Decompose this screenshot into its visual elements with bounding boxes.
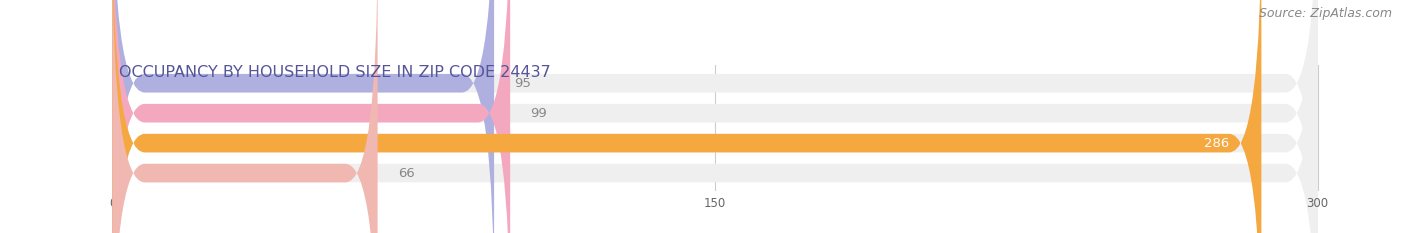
FancyBboxPatch shape xyxy=(112,0,1317,233)
FancyBboxPatch shape xyxy=(0,0,84,233)
Text: 66: 66 xyxy=(398,167,415,180)
Text: Source: ZipAtlas.com: Source: ZipAtlas.com xyxy=(1258,7,1392,20)
FancyBboxPatch shape xyxy=(112,0,378,233)
FancyBboxPatch shape xyxy=(112,0,1317,233)
FancyBboxPatch shape xyxy=(112,0,1261,233)
FancyBboxPatch shape xyxy=(112,0,1317,233)
Text: OCCUPANCY BY HOUSEHOLD SIZE IN ZIP CODE 24437: OCCUPANCY BY HOUSEHOLD SIZE IN ZIP CODE … xyxy=(118,65,551,80)
Text: 95: 95 xyxy=(515,77,531,90)
FancyBboxPatch shape xyxy=(0,0,84,233)
Text: 99: 99 xyxy=(530,107,547,120)
FancyBboxPatch shape xyxy=(112,0,494,233)
FancyBboxPatch shape xyxy=(0,0,84,233)
FancyBboxPatch shape xyxy=(112,0,1317,233)
Text: 286: 286 xyxy=(1204,137,1229,150)
FancyBboxPatch shape xyxy=(112,0,510,233)
FancyBboxPatch shape xyxy=(0,0,84,233)
